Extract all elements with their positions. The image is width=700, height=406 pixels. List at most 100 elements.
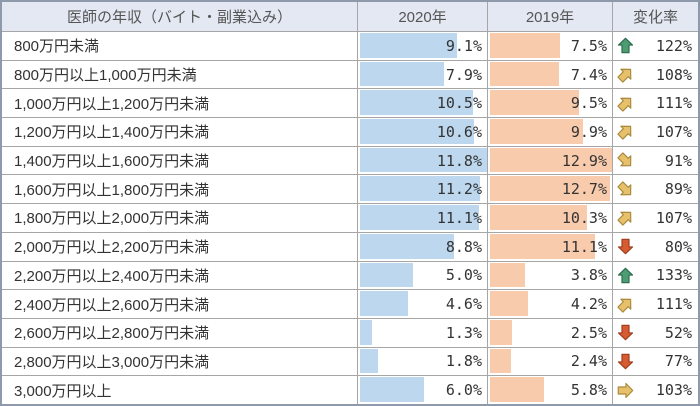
percent-value: 11.2% xyxy=(436,180,482,199)
change-rate-value: 111% xyxy=(655,295,692,314)
value-2019-cell: 2.5% xyxy=(488,318,613,347)
income-bracket-label: 800万円未満 xyxy=(2,32,358,60)
value-2019-cell: 9.9% xyxy=(488,118,613,146)
income-bracket-label: 800万円以上1,000万円未満 xyxy=(2,60,358,89)
value-2019-cell: 12.9% xyxy=(488,146,613,175)
arrow-down-right-icon xyxy=(617,181,634,198)
percent-value: 12.9% xyxy=(561,151,607,170)
change-rate-cell: 80% xyxy=(613,233,698,261)
value-2020-cell: 6.0% xyxy=(358,376,488,404)
data-bar-2019 xyxy=(490,147,612,173)
percent-value: 12.7% xyxy=(561,180,607,199)
income-bracket-label: 3,000万円以上 xyxy=(2,376,358,404)
percent-value: 4.6% xyxy=(445,295,482,314)
change-rate-value: 108% xyxy=(655,65,692,84)
data-bar-2019 xyxy=(490,377,544,402)
arrow-up-right-icon xyxy=(617,209,634,227)
header-2019: 2019年 xyxy=(488,2,613,31)
value-2019-cell: 7.4% xyxy=(488,60,613,89)
arrow-up-right-icon xyxy=(617,66,634,83)
value-2020-cell: 9.1% xyxy=(358,32,488,60)
arrow-up-right-icon xyxy=(617,123,634,141)
income-bracket-label: 1,600万円以上1,800万円未満 xyxy=(2,175,358,204)
data-bar-2020 xyxy=(360,176,481,202)
value-2019-cell: 4.2% xyxy=(488,290,613,318)
percent-value: 4.2% xyxy=(570,295,607,314)
value-2020-cell: 11.8% xyxy=(358,146,488,175)
table-row: 1,200万円以上1,400万円未満 10.6% 9.9% 107% xyxy=(2,118,698,147)
income-bracket-label: 2,400万円以上2,600万円未満 xyxy=(2,290,358,318)
data-bar-2019 xyxy=(490,61,560,87)
change-rate-cell: 89% xyxy=(613,175,698,203)
data-bar-2019 xyxy=(490,291,529,316)
arrow-up-icon xyxy=(617,37,634,54)
percent-value: 11.1% xyxy=(436,208,482,227)
percent-value: 1.8% xyxy=(445,352,482,371)
arrow-right-icon xyxy=(617,382,634,399)
percent-value: 9.9% xyxy=(570,122,607,141)
income-bracket-label: 2,000万円以上2,200万円未満 xyxy=(2,232,358,261)
data-bar-2020 xyxy=(360,291,409,316)
percent-value: 7.4% xyxy=(570,65,607,84)
change-rate-cell: 91% xyxy=(613,147,698,175)
percent-value: 11.8% xyxy=(436,151,482,170)
data-bar-2020 xyxy=(360,205,480,230)
value-2019-cell: 10.3% xyxy=(488,204,613,232)
percent-value: 10.6% xyxy=(436,122,482,141)
data-bar-2020 xyxy=(360,119,474,144)
header-change-rate: 変化率 xyxy=(632,9,678,26)
arrow-down-icon xyxy=(617,353,634,370)
arrow-down-icon xyxy=(617,324,634,341)
data-bar-2019 xyxy=(490,319,513,345)
header-2020: 2020年 xyxy=(358,2,488,31)
arrow-up-right-icon xyxy=(617,296,634,313)
change-rate-value: 89% xyxy=(664,180,692,199)
change-rate-value: 80% xyxy=(664,237,692,256)
value-2019-cell: 3.8% xyxy=(488,261,613,290)
percent-value: 5.0% xyxy=(445,266,482,285)
data-bar-2020 xyxy=(360,61,445,87)
table-row: 2,600万円以上2,800万円未満 1.3% 2.5% 52% xyxy=(2,318,698,348)
table-row: 800万円以上1,000万円未満 7.9% 7.4% 108% xyxy=(2,60,698,90)
table-row: 1,800万円以上2,000万円未満 11.1% 10.3% 107% xyxy=(2,204,698,233)
value-2019-cell: 2.4% xyxy=(488,347,613,376)
change-rate-value: 52% xyxy=(664,323,692,342)
data-bar-2020 xyxy=(360,33,458,58)
data-bar-2019 xyxy=(490,90,580,116)
percent-value: 1.3% xyxy=(445,323,482,342)
percent-value: 6.0% xyxy=(445,381,482,400)
data-bar-2019 xyxy=(490,233,595,259)
data-bar-2019 xyxy=(490,262,525,288)
data-bar-2019 xyxy=(490,205,587,230)
header-income-bracket: 医師の年収（バイト・副業込み） xyxy=(2,2,358,31)
change-rate-cell: 103% xyxy=(613,376,698,404)
change-rate-cell: 133% xyxy=(613,262,698,290)
table-row: 1,400万円以上1,600万円未満 11.8% 12.9% 91% xyxy=(2,146,698,176)
change-rate-cell: 108% xyxy=(613,61,698,89)
arrow-up-right-icon xyxy=(617,95,634,112)
percent-value: 10.3% xyxy=(561,208,607,227)
value-2019-cell: 12.7% xyxy=(488,175,613,204)
percent-value: 3.8% xyxy=(570,266,607,285)
income-bracket-label: 1,400万円以上1,600万円未満 xyxy=(2,146,358,175)
table-row: 2,000万円以上2,200万円未満 8.8% 11.1% 80% xyxy=(2,232,698,262)
value-2020-cell: 1.8% xyxy=(358,347,488,376)
table-row: 1,000万円以上1,200万円未満 10.5% 9.5% 111% xyxy=(2,89,698,119)
percent-value: 2.5% xyxy=(570,323,607,342)
change-rate-cell: 111% xyxy=(613,89,698,117)
arrow-down-right-icon xyxy=(617,152,634,169)
data-bar-2020 xyxy=(360,90,473,116)
percent-value: 8.8% xyxy=(445,237,482,256)
arrow-up-icon xyxy=(617,267,634,284)
income-bracket-label: 1,000万円以上1,200万円未満 xyxy=(2,89,358,118)
data-bar-2020 xyxy=(360,377,424,402)
value-2019-cell: 9.5% xyxy=(488,89,613,118)
change-rate-value: 107% xyxy=(655,122,692,141)
value-2020-cell: 7.9% xyxy=(358,60,488,89)
income-bracket-label: 1,200万円以上1,400万円未満 xyxy=(2,118,358,146)
value-2020-cell: 11.1% xyxy=(358,204,488,232)
change-rate-cell: 52% xyxy=(613,319,698,347)
table-row: 2,800万円以上3,000万円未満 1.8% 2.4% 77% xyxy=(2,347,698,377)
data-bar-2020 xyxy=(360,319,373,345)
